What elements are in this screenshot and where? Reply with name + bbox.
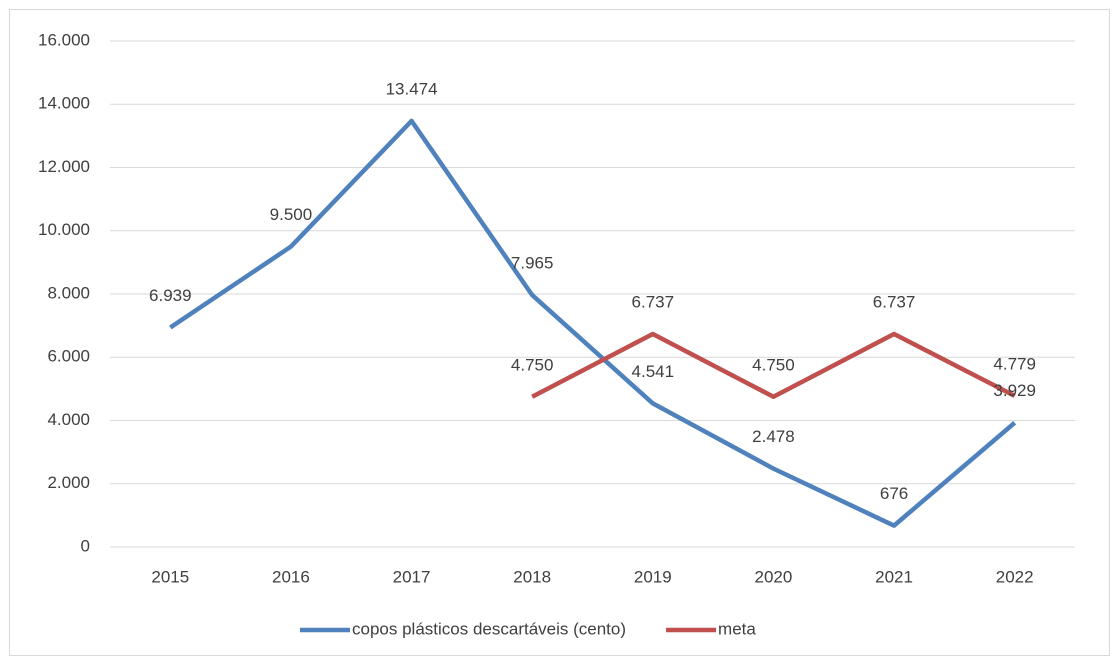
legend-label: copos plásticos descartáveis (cento) xyxy=(352,619,626,638)
data-label: 7.965 xyxy=(511,254,554,273)
series-line xyxy=(169,118,1017,528)
y-tick-label: 14.000 xyxy=(38,94,90,113)
data-label: 6.939 xyxy=(149,286,192,305)
legend-label: meta xyxy=(718,619,756,638)
data-label: 9.500 xyxy=(270,205,313,224)
x-tick-label: 2019 xyxy=(634,567,672,586)
y-tick-label: 0 xyxy=(81,536,90,555)
data-label: 2.478 xyxy=(752,427,795,446)
x-tick-label: 2020 xyxy=(755,567,793,586)
data-label: 4.750 xyxy=(752,355,795,374)
data-label: 4.541 xyxy=(632,362,675,381)
x-tick-label: 2016 xyxy=(272,567,310,586)
y-tick-label: 8.000 xyxy=(47,283,90,302)
y-tick-label: 12.000 xyxy=(38,157,90,176)
chart-border xyxy=(9,9,1110,656)
y-tick-label: 6.000 xyxy=(47,347,90,366)
x-tick-label: 2017 xyxy=(393,567,431,586)
y-tick-label: 10.000 xyxy=(38,220,90,239)
series-line xyxy=(531,331,1016,400)
y-tick-label: 4.000 xyxy=(47,410,90,429)
data-label: 6.737 xyxy=(632,292,675,311)
x-tick-label: 2018 xyxy=(513,567,551,586)
y-tick-label: 16.000 xyxy=(38,30,90,49)
data-label: 4.779 xyxy=(993,354,1036,373)
data-label: 676 xyxy=(880,484,908,503)
data-label: 3.929 xyxy=(993,381,1036,400)
data-label: 6.737 xyxy=(873,292,916,311)
data-label: 4.750 xyxy=(511,355,554,374)
x-tick-label: 2015 xyxy=(151,567,189,586)
y-tick-label: 2.000 xyxy=(47,473,90,492)
x-tick-label: 2022 xyxy=(996,567,1034,586)
x-tick-label: 2021 xyxy=(875,567,913,586)
data-label: 13.474 xyxy=(386,79,438,98)
